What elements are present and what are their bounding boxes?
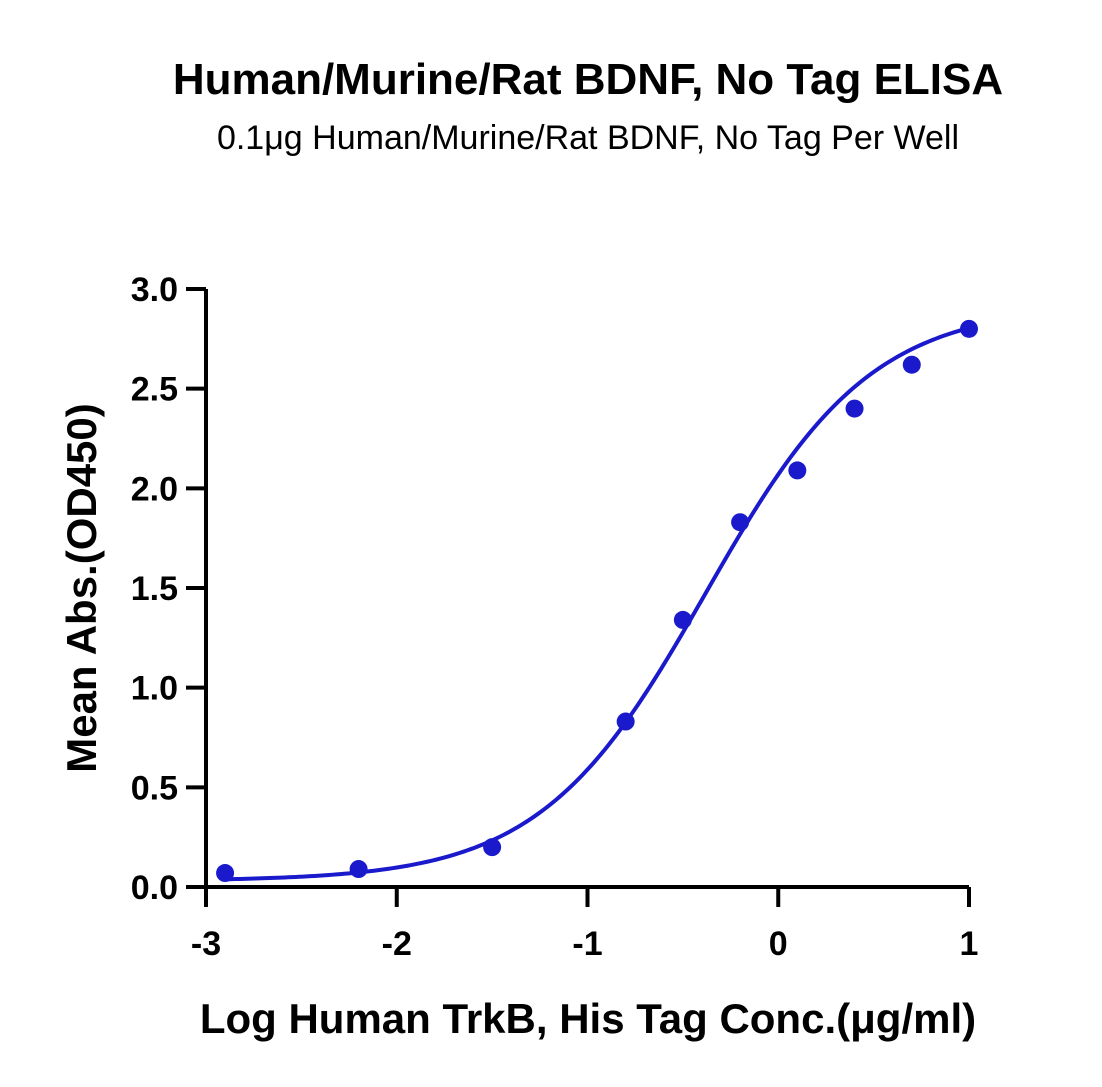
data-point — [960, 319, 978, 338]
x-axis-label: Log Human TrkB, His Tag Conc.(μg/ml) — [200, 995, 976, 1042]
data-points — [216, 319, 978, 883]
y-tick-label: 2.5 — [131, 371, 178, 409]
data-point — [216, 864, 235, 883]
y-tick-label: 0.0 — [131, 869, 178, 907]
x-tick-label: -2 — [382, 925, 412, 963]
y-tick-label: 1.5 — [131, 570, 178, 608]
y-tick-label: 2.0 — [131, 470, 178, 508]
x-tick-label: 1 — [960, 925, 979, 963]
data-point — [483, 838, 502, 857]
x-tick-label: 0 — [769, 925, 788, 963]
x-axis-ticks: -3 -2 -1 0 1 — [191, 887, 979, 963]
data-point — [731, 513, 750, 532]
data-point — [788, 461, 807, 480]
data-point — [349, 860, 368, 879]
y-tick-label: 3.0 — [131, 271, 178, 309]
chart-title: Human/Murine/Rat BDNF, No Tag ELISA — [173, 55, 1003, 104]
axes — [204, 289, 969, 889]
data-point — [845, 399, 864, 418]
x-tick-label: -3 — [191, 925, 221, 963]
y-tick-label: 0.5 — [131, 769, 178, 807]
y-axis-label: Mean Abs.(OD450) — [58, 403, 105, 773]
chart-subtitle: 0.1μg Human/Murine/Rat BDNF, No Tag Per … — [217, 119, 959, 157]
plot-area: -3 -2 -1 0 1 0.0 0.5 1.0 1.5 2.0 2.5 3.0 — [131, 271, 979, 963]
data-point — [673, 610, 692, 629]
y-axis-ticks: 0.0 0.5 1.0 1.5 2.0 2.5 3.0 — [131, 271, 206, 907]
x-tick-label: -1 — [572, 925, 602, 963]
data-point — [616, 712, 635, 731]
fit-curve — [225, 326, 970, 882]
data-point — [902, 355, 921, 374]
y-tick-label: 1.0 — [131, 670, 178, 708]
